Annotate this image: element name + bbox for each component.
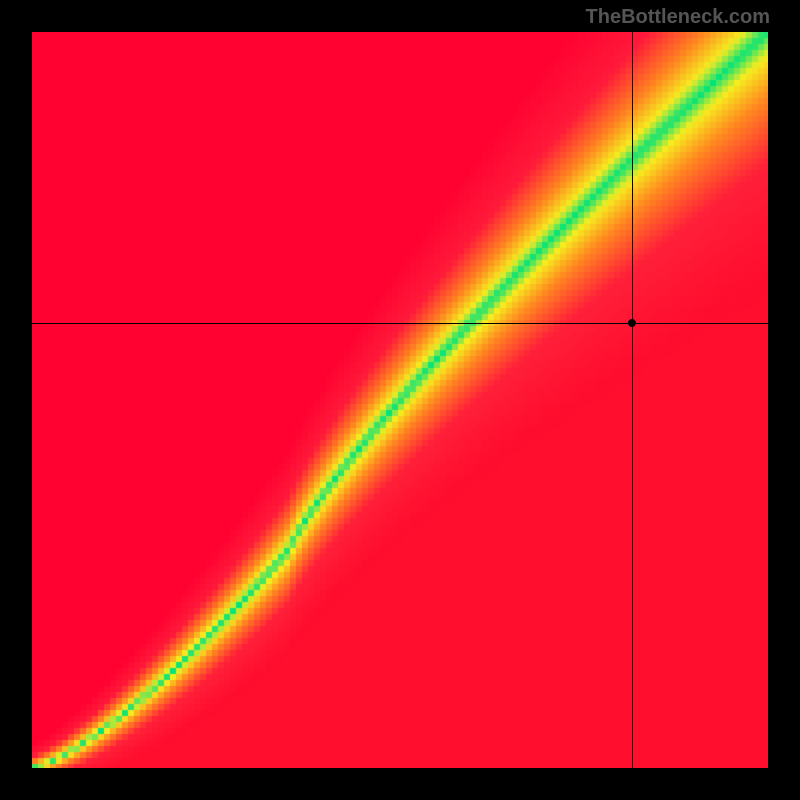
heatmap-plot <box>32 32 768 768</box>
marker-dot <box>628 319 636 327</box>
chart-container: TheBottleneck.com <box>0 0 800 800</box>
crosshair-vertical <box>632 32 633 768</box>
attribution-text: TheBottleneck.com <box>586 6 770 29</box>
heatmap-canvas <box>32 32 768 768</box>
crosshair-horizontal <box>32 323 768 324</box>
